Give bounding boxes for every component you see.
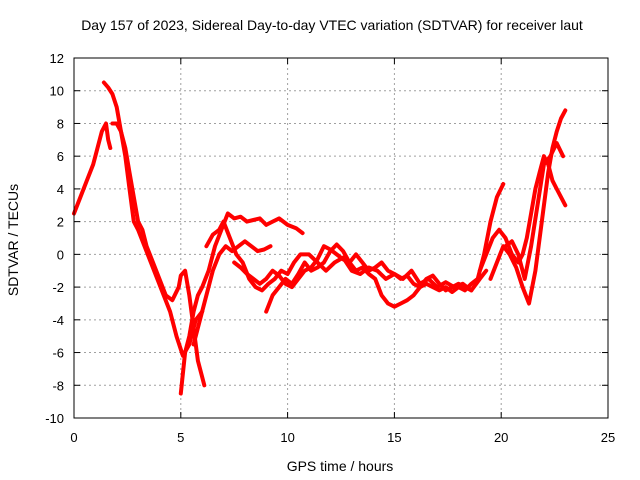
y-tick-label: -6: [52, 346, 64, 361]
y-tick-label: 4: [57, 182, 64, 197]
series-arc-1: [72, 121, 113, 216]
data-series-layer: [72, 80, 568, 396]
y-axis-label: SDTVAR / TECUs: [5, 184, 21, 296]
y-tick-label: -2: [52, 280, 64, 295]
chart-title: Day 157 of 2023, Sidereal Day-to-day VTE…: [81, 17, 583, 33]
x-tick-label: 0: [70, 430, 77, 445]
series-arc-9: [477, 154, 568, 273]
grid-lines: [74, 58, 608, 418]
axis-ticks: [73, 57, 609, 419]
series-arc-6: [191, 239, 273, 347]
y-tick-labels: -10 -8 -6 -4 -2 0 2 4 6 8 10 12: [45, 51, 64, 426]
y-tick-label: 6: [57, 149, 64, 164]
x-axis-label: GPS time / hours: [287, 458, 394, 474]
y-tick-label: 12: [50, 51, 64, 66]
series-arc-8: [232, 244, 474, 293]
series-arc-4: [178, 211, 305, 396]
x-tick-label: 25: [601, 430, 615, 445]
y-tick-label: -8: [52, 378, 64, 393]
series-arc-11: [503, 141, 566, 281]
series-arc-5: [204, 219, 489, 293]
series-arc-10: [488, 108, 568, 306]
y-tick-label: -4: [52, 313, 64, 328]
x-tick-label: 15: [387, 430, 401, 445]
plot-frame: [73, 57, 609, 419]
series-arc-7: [264, 182, 506, 314]
x-tick-label: 20: [494, 430, 508, 445]
y-tick-label: 0: [57, 247, 64, 262]
x-tick-labels: 0 5 10 15 20 25: [70, 430, 615, 445]
y-tick-label: 10: [50, 84, 64, 99]
y-tick-label: 2: [57, 215, 64, 230]
y-tick-label: -10: [45, 411, 64, 426]
y-tick-label: 8: [57, 116, 64, 131]
x-tick-label: 5: [177, 430, 184, 445]
x-tick-label: 10: [280, 430, 294, 445]
